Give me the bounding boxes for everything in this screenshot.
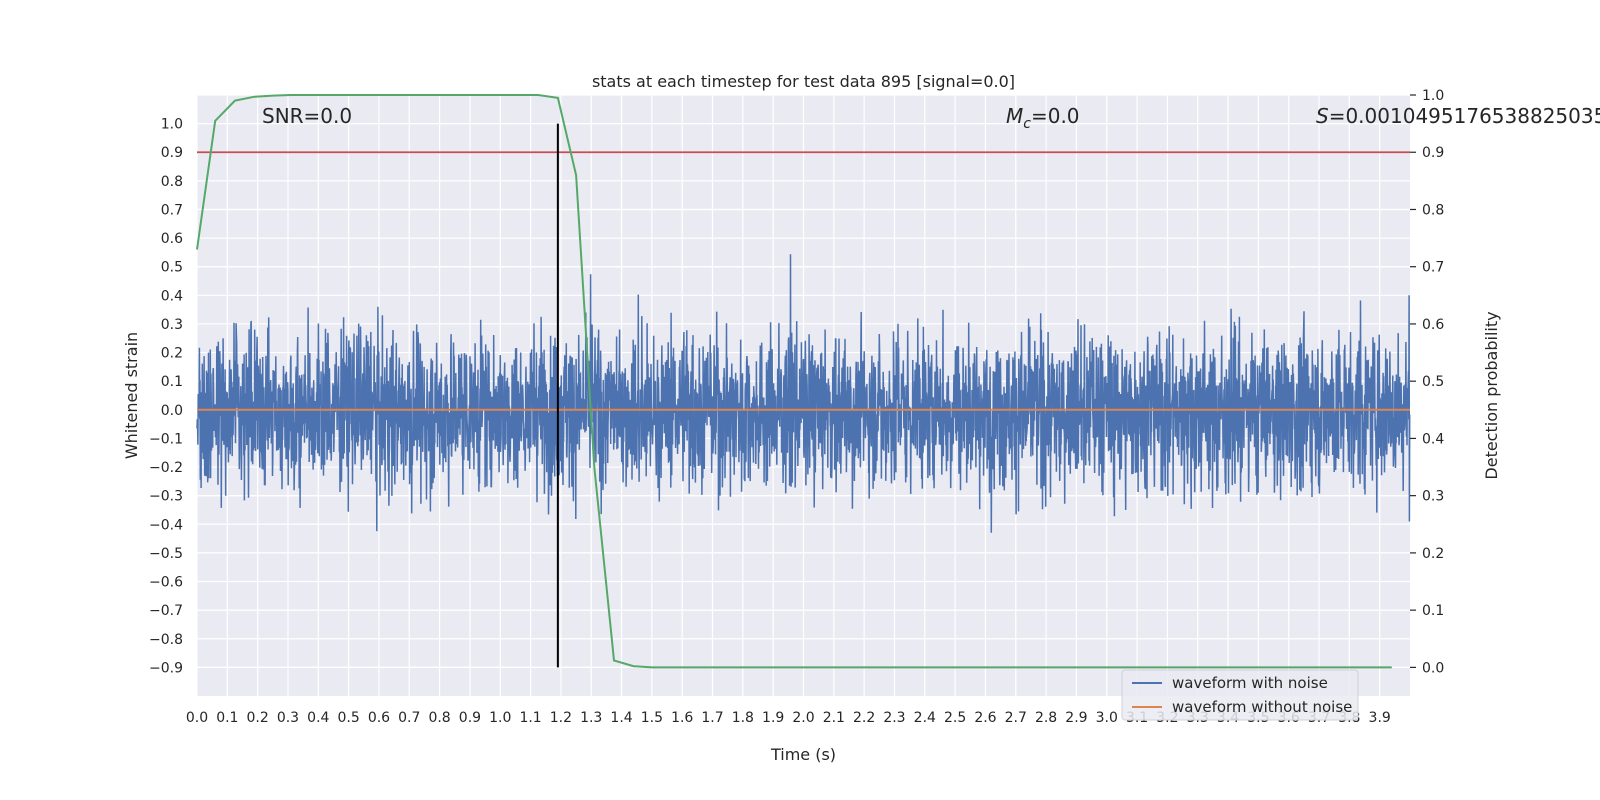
annotation-s-symbol: S <box>1316 104 1329 128</box>
x-tick-label: 0.1 <box>216 710 238 726</box>
y-tick-label-left: −0.8 <box>149 632 183 648</box>
x-tick-label: 2.0 <box>792 710 814 726</box>
x-tick-label: 1.7 <box>701 710 723 726</box>
y-tick-label-left: 0.5 <box>161 260 183 276</box>
x-tick-label: 2.8 <box>1035 710 1057 726</box>
annotation-chirp-mass: Mc=0.0 <box>1006 104 1080 132</box>
x-tick-label: 2.5 <box>944 710 966 726</box>
y-tick-label-right: 1.0 <box>1422 88 1444 104</box>
annotation-snr: SNR=0.0 <box>262 104 352 128</box>
x-tick-label: 0.9 <box>459 710 481 726</box>
y-tick-label-left: 0.8 <box>161 174 183 190</box>
y-tick-label-left: −0.9 <box>149 660 183 676</box>
chart-title: stats at each timestep for test data 895… <box>592 72 1015 91</box>
y-tick-label-right: 0.2 <box>1422 546 1444 562</box>
y-tick-label-right: 0.4 <box>1422 431 1444 447</box>
annotation-chirp-mass-value: =0.0 <box>1031 104 1080 128</box>
y-tick-label-right: 0.5 <box>1422 374 1444 390</box>
x-tick-label: 1.5 <box>641 710 663 726</box>
x-tick-label: 1.8 <box>732 710 754 726</box>
x-tick-label: 3.9 <box>1369 710 1391 726</box>
x-axis-label: Time (s) <box>770 745 836 764</box>
x-tick-label: 0.5 <box>337 710 359 726</box>
y-axis-right-label: Detection probability <box>1482 311 1501 479</box>
y-tick-label-left: −0.7 <box>149 603 183 619</box>
y-tick-label-left: 0.1 <box>161 374 183 390</box>
y-tick-label-left: 0.4 <box>161 288 183 304</box>
legend: waveform with noise waveform without noi… <box>1121 669 1359 721</box>
x-tick-label: 2.6 <box>974 710 996 726</box>
waveform-with-noise-line <box>196 254 1411 533</box>
y-tick-label-left: −0.3 <box>149 489 183 505</box>
annotation-chirp-mass-subscript: c <box>1023 116 1031 132</box>
legend-label-noise: waveform with noise <box>1172 674 1328 692</box>
x-tick-label: 1.2 <box>550 710 572 726</box>
y-tick-label-left: −0.5 <box>149 546 183 562</box>
x-tick-label: 2.3 <box>883 710 905 726</box>
y-tick-label-left: −0.1 <box>149 431 183 447</box>
x-tick-label: 0.0 <box>186 710 208 726</box>
legend-label-clean: waveform without noise <box>1172 698 1352 716</box>
y-tick-label-left: 0.7 <box>161 202 183 218</box>
y-tick-label-left: 0.0 <box>161 403 183 419</box>
x-tick-label: 2.4 <box>914 710 936 726</box>
x-tick-label: 1.0 <box>489 710 511 726</box>
x-tick-label: 1.1 <box>519 710 541 726</box>
legend-box <box>1121 669 1359 721</box>
detection-probability-line <box>196 94 1392 669</box>
y-tick-label-left: 0.9 <box>161 145 183 161</box>
y-tick-label-right: 0.7 <box>1422 260 1444 276</box>
y-tick-label-right: 0.8 <box>1422 202 1444 218</box>
x-tick-label: 0.6 <box>368 710 390 726</box>
x-tick-label: 1.4 <box>610 710 632 726</box>
x-tick-label: 0.8 <box>428 710 450 726</box>
y-axis-right: 0.0 0.1 0.2 0.3 0.4 0.5 0.6 0.7 0.8 0.9 1.0 <box>1410 88 1444 676</box>
y-tick-label-left: 0.3 <box>161 317 183 333</box>
y-axis-left: −0.9 −0.8 −0.7 −0.6 −0.5 −0.4 −0.3 −0.2 −0.1 0.0 0… <box>149 117 183 677</box>
y-axis-left-label: Whitened strain <box>122 332 141 459</box>
y-tick-label-right: 0.9 <box>1422 145 1444 161</box>
y-tick-label-right: 0.3 <box>1422 489 1444 505</box>
x-tick-label: 0.7 <box>398 710 420 726</box>
y-tick-label-left: −0.6 <box>149 575 183 591</box>
x-tick-label: 2.7 <box>1005 710 1027 726</box>
x-tick-label: 2.1 <box>823 710 845 726</box>
y-tick-label-left: 0.6 <box>161 231 183 247</box>
x-tick-label: 1.3 <box>580 710 602 726</box>
y-tick-label-right: 0.0 <box>1422 660 1444 676</box>
y-tick-label-left: 1.0 <box>161 117 183 133</box>
y-tick-label-left: −0.2 <box>149 460 183 476</box>
x-tick-label: 0.4 <box>307 710 329 726</box>
annotation-chirp-mass-symbol: M <box>1006 104 1023 128</box>
x-tick-label: 1.6 <box>671 710 693 726</box>
annotation-s-value: =0.0010495176538825035 <box>1329 104 1600 128</box>
x-tick-label: 3.0 <box>1096 710 1118 726</box>
annotation-s: S=0.0010495176538825035 <box>1316 104 1600 128</box>
x-tick-label: 2.2 <box>853 710 875 726</box>
x-tick-label: 1.9 <box>762 710 784 726</box>
series-waveform-with-noise <box>196 254 1411 533</box>
y-tick-label-left: 0.2 <box>161 346 183 362</box>
overlay-lines <box>196 94 1410 669</box>
x-tick-label: 0.3 <box>277 710 299 726</box>
y-tick-label-left: −0.4 <box>149 517 183 533</box>
y-tick-label-right: 0.1 <box>1422 603 1444 619</box>
x-tick-label: 0.2 <box>247 710 269 726</box>
y-tick-label-right: 0.6 <box>1422 317 1444 333</box>
x-tick-label: 2.9 <box>1065 710 1087 726</box>
